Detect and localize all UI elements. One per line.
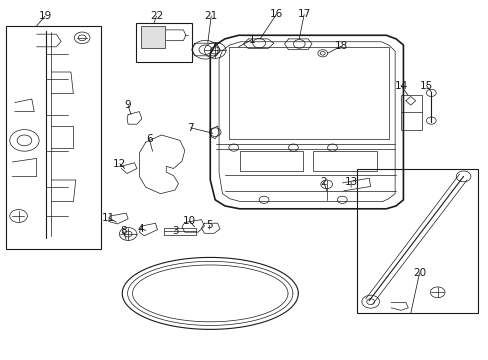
Text: 15: 15 <box>419 81 432 91</box>
Bar <box>312 151 376 171</box>
Text: 18: 18 <box>334 41 347 51</box>
Bar <box>163 228 195 235</box>
Text: 10: 10 <box>183 216 196 226</box>
Text: 4: 4 <box>137 224 144 234</box>
Text: 20: 20 <box>412 268 425 278</box>
Text: 14: 14 <box>393 81 407 91</box>
Text: 9: 9 <box>124 100 131 111</box>
Text: 3: 3 <box>171 226 178 236</box>
Text: 2: 2 <box>320 177 326 187</box>
Bar <box>356 169 477 313</box>
Text: 16: 16 <box>269 9 283 19</box>
Text: 17: 17 <box>297 9 310 19</box>
Text: 13: 13 <box>344 177 357 187</box>
Text: 1: 1 <box>248 35 255 45</box>
Bar <box>400 95 421 130</box>
Text: 8: 8 <box>120 226 126 237</box>
Bar <box>6 26 101 249</box>
Bar <box>136 23 192 62</box>
Text: 21: 21 <box>204 11 218 21</box>
Text: 12: 12 <box>113 159 126 169</box>
Text: 19: 19 <box>38 11 52 21</box>
Bar <box>228 47 388 139</box>
Text: 5: 5 <box>205 220 212 230</box>
Bar <box>239 151 303 171</box>
Text: 11: 11 <box>102 213 115 223</box>
Text: 6: 6 <box>145 134 152 144</box>
Text: 7: 7 <box>187 123 194 133</box>
Text: 22: 22 <box>149 11 163 21</box>
Bar <box>141 26 165 48</box>
